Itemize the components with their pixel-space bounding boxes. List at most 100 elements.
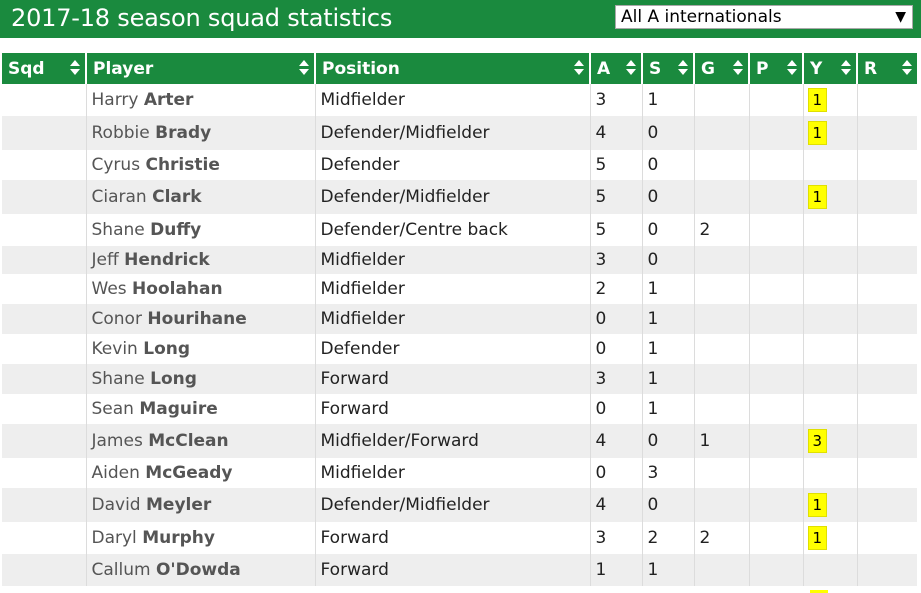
- substitute-cell: 3: [642, 458, 695, 488]
- sqd-cell: [2, 304, 87, 334]
- sort-arrows-icon[interactable]: [626, 58, 636, 78]
- player-last-name: O'Dowda: [155, 560, 241, 580]
- yellow-card-badge: 1: [807, 88, 828, 112]
- sort-arrows-icon[interactable]: [787, 58, 797, 78]
- sqd-cell: [2, 554, 87, 586]
- player-last-name: Long: [143, 339, 191, 359]
- table-row: David Meyler Defender/Midfielder 4 0 1: [2, 488, 917, 522]
- player-first-name: Daryl: [91, 528, 137, 548]
- position-cell: Forward: [315, 394, 591, 424]
- column-header-player[interactable]: Player: [86, 53, 316, 84]
- player-last-name: Murphy: [142, 528, 215, 548]
- player-first-name: Robbie: [91, 123, 150, 143]
- column-header-a[interactable]: A: [590, 53, 643, 84]
- sort-arrows-icon[interactable]: [733, 58, 743, 78]
- red-cards-cell: [857, 214, 917, 246]
- goals-cell: [694, 180, 750, 214]
- sqd-cell: [2, 334, 87, 364]
- sqd-cell: [2, 274, 87, 304]
- player-last-name: Meyler: [146, 495, 212, 515]
- player-first-name: Jeff: [91, 250, 119, 270]
- appearances-cell: 4: [590, 116, 643, 150]
- column-header-s[interactable]: S: [642, 53, 695, 84]
- sort-arrows-icon[interactable]: [841, 58, 851, 78]
- player-last-name: Hourihane: [147, 309, 247, 329]
- red-cards-cell: [857, 522, 917, 554]
- yellow-cards-cell: 1: [803, 116, 858, 150]
- player-last-name: McGeady: [145, 463, 233, 483]
- position-cell: Defender/Midfielder: [315, 180, 591, 214]
- player-cell: Robbie Brady: [86, 116, 316, 150]
- sqd-cell: [2, 458, 87, 488]
- player-last-name: Duffy: [150, 220, 202, 240]
- substitute-cell: 0: [642, 246, 695, 274]
- player-last-name: Christie: [145, 155, 220, 175]
- substitute-cell: 1: [642, 334, 695, 364]
- sort-arrows-icon[interactable]: [678, 58, 688, 78]
- player-first-name: James: [91, 431, 143, 451]
- goals-cell: [694, 458, 750, 488]
- player-cell: David Meyler: [86, 488, 316, 522]
- column-header-p[interactable]: P: [749, 53, 804, 84]
- table-row: Kevin Long Defender 0 1: [2, 334, 917, 364]
- internationals-filter-select[interactable]: All A internationals ▼: [615, 5, 913, 29]
- player-last-name: McClean: [148, 431, 229, 451]
- yellow-cards-cell: [803, 458, 858, 488]
- sort-arrows-icon[interactable]: [299, 58, 309, 78]
- sqd-cell: [2, 364, 87, 394]
- table-row: Robbie Brady Defender/Midfielder 4 0 1: [2, 116, 917, 150]
- penalties-cell: [749, 458, 804, 488]
- penalties-cell: [749, 304, 804, 334]
- sqd-cell: [2, 150, 87, 180]
- player-cell: Sean Maguire: [86, 394, 316, 424]
- player-first-name: Sean: [91, 399, 134, 419]
- column-header-r[interactable]: R: [857, 53, 917, 84]
- player-cell: Ciaran Clark: [86, 180, 316, 214]
- position-cell: Defender/Midfielder: [315, 488, 591, 522]
- column-header-label: P: [756, 58, 769, 79]
- page-title: 2017-18 season squad statistics: [11, 4, 393, 32]
- player-last-name: Brady: [155, 123, 212, 143]
- player-first-name: Cyrus: [91, 155, 141, 175]
- table-row: Ciaran Clark Defender/Midfielder 5 0 1: [2, 180, 917, 214]
- sort-arrows-icon[interactable]: [574, 58, 584, 78]
- position-cell: Midfielder: [315, 274, 591, 304]
- column-header-label: S: [649, 58, 662, 79]
- penalties-cell: [749, 522, 804, 554]
- table-row: Shane Duffy Defender/Centre back 5 0 2: [2, 214, 917, 246]
- column-header-label: Player: [93, 58, 154, 79]
- sqd-cell: [2, 116, 87, 150]
- player-first-name: Shane: [91, 369, 145, 389]
- substitute-cell: 1: [642, 84, 695, 116]
- position-cell: Forward: [315, 522, 591, 554]
- yellow-cards-cell: [803, 334, 858, 364]
- player-last-name: Hendrick: [124, 250, 210, 270]
- sort-arrows-icon[interactable]: [70, 58, 80, 78]
- player-first-name: Ciaran: [91, 187, 147, 207]
- position-cell: Forward: [315, 364, 591, 394]
- filter-selected-value: All A internationals: [621, 7, 782, 27]
- red-cards-cell: [857, 84, 917, 116]
- column-header-sqd[interactable]: Sqd: [2, 53, 87, 84]
- column-header-label: R: [864, 58, 878, 79]
- table-row: Callum O'Dowda Forward 1 1: [2, 554, 917, 586]
- penalties-cell: [749, 334, 804, 364]
- appearances-cell: 2: [590, 274, 643, 304]
- red-cards-cell: [857, 180, 917, 214]
- table-row: Aiden McGeady Midfielder 0 3: [2, 458, 917, 488]
- goals-cell: 2: [694, 522, 750, 554]
- column-header-position[interactable]: Position: [315, 53, 591, 84]
- column-header-g[interactable]: G: [694, 53, 750, 84]
- column-header-y[interactable]: Y: [803, 53, 858, 84]
- table-row: Sean Maguire Forward 0 1: [2, 394, 917, 424]
- appearances-cell: 5: [590, 180, 643, 214]
- penalties-cell: [749, 180, 804, 214]
- penalties-cell: [749, 488, 804, 522]
- sort-arrows-icon[interactable]: [902, 58, 912, 78]
- player-last-name: Long: [150, 369, 197, 389]
- position-cell: Defender/Midfielder: [315, 116, 591, 150]
- yellow-cards-cell: [803, 246, 858, 274]
- substitute-cell: 1: [642, 304, 695, 334]
- substitute-cell: 0: [642, 488, 695, 522]
- substitute-cell: 1: [642, 364, 695, 394]
